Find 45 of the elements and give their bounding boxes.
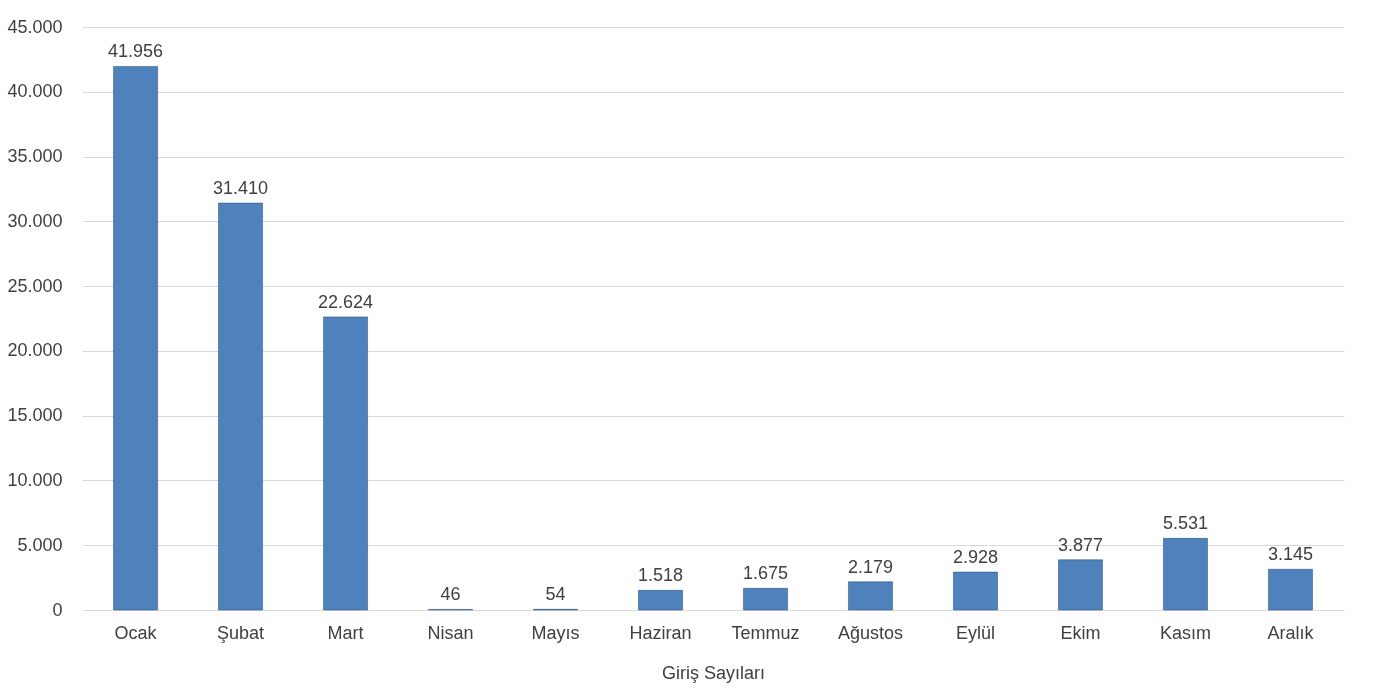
data-label: 2.179 <box>847 556 894 577</box>
x-tick-label: Mayıs <box>531 622 580 643</box>
x-tick-label: Eylül <box>955 622 995 643</box>
y-tick-label: 10.000 <box>7 469 63 490</box>
data-label: 54 <box>545 584 566 605</box>
x-tick-label: Kasım <box>1159 622 1211 643</box>
y-tick-label: 25.000 <box>7 275 63 296</box>
y-tick-label: 40.000 <box>7 81 63 102</box>
bar <box>1163 538 1208 611</box>
data-label: 3.145 <box>1267 544 1313 565</box>
x-tick-label: Ağustos <box>837 622 904 643</box>
data-label: 46 <box>440 584 461 605</box>
y-tick-label: 30.000 <box>7 210 63 231</box>
data-label: 31.410 <box>213 178 269 199</box>
x-tick-label: Mart <box>327 622 364 643</box>
y-tick-label: 45.000 <box>7 16 63 37</box>
bar <box>323 316 368 611</box>
data-label: 1.675 <box>742 563 789 584</box>
bar <box>1058 559 1103 611</box>
data-label: 3.877 <box>1057 534 1103 555</box>
bar <box>743 588 788 611</box>
bar <box>848 581 893 611</box>
x-axis-title: Giriş Sayıları <box>661 662 766 683</box>
x-tick-label: Temmuz <box>731 622 800 643</box>
data-label: 41.956 <box>108 41 164 62</box>
bar <box>218 202 263 611</box>
y-tick-label: 15.000 <box>7 405 63 426</box>
y-tick-label: 20.000 <box>7 340 63 361</box>
x-tick-label: Nisan <box>427 622 474 643</box>
x-tick-label: Aralık <box>1267 622 1315 643</box>
data-label: 5.531 <box>1162 513 1208 534</box>
bar <box>953 571 998 611</box>
y-tick-label: 35.000 <box>7 146 63 167</box>
bar <box>113 66 158 611</box>
y-tick-label: 0 <box>52 599 63 620</box>
x-tick-label: Ekim <box>1060 622 1101 643</box>
x-tick-label: Ocak <box>114 622 158 643</box>
x-tick-label: Haziran <box>629 622 692 643</box>
bar <box>638 590 683 611</box>
data-label: 22.624 <box>318 291 374 312</box>
x-tick-label: Şubat <box>217 622 265 643</box>
data-label: 1.518 <box>637 565 684 586</box>
y-tick-label: 5.000 <box>17 534 63 555</box>
data-label: 2.928 <box>952 547 998 568</box>
bar <box>1268 569 1313 611</box>
